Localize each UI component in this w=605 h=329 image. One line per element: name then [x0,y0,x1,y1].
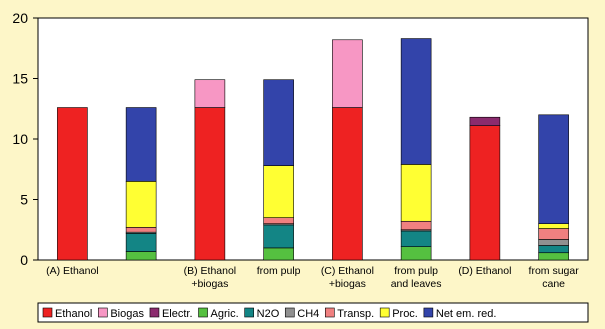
x-category-label: +biogas [329,278,366,290]
bar-segment-net-em-red [263,79,294,166]
bar-segment-ethanol [194,107,226,261]
bar-segment-ethanol [57,107,88,261]
bar-segment-transp [125,227,157,233]
legend: Ethanol Biogas Electr. Agric. N2O CH4 Transp. P… [37,302,589,323]
bar-segment-biogas [194,79,226,108]
legend-label: Ethanol [55,308,92,320]
bar-segment-agric [538,252,569,261]
bar-segment-transp [538,228,569,240]
bar-segment-net-em-red [125,107,157,182]
bar-segment-agric [263,247,294,261]
legend-swatch [423,307,434,318]
x-category-label: from pulp [394,265,438,277]
x-category-label: from pulp [257,265,301,277]
bar-segment-n2o [400,230,432,247]
legend-label: Proc. [392,308,418,320]
legend-swatch [284,307,295,318]
bar-segment-agric [125,251,157,261]
bar-segment-agric [400,246,432,261]
y-tick-label: 5 [20,192,28,208]
bar-segment-net-em-red [538,114,569,225]
legend-label: N2O [257,308,280,320]
bar-segment-electr [469,116,501,126]
bar-segment-ethanol [469,125,501,261]
x-category-label: from sugar [529,265,580,277]
legend-swatch [149,307,160,318]
legend-swatch [42,307,53,318]
bar-segment-proc [538,223,569,229]
x-category-label: (C) Ethanol [321,265,374,277]
legend-label: Net em. red. [436,308,497,320]
legend-swatch [324,307,335,318]
bar-segment-proc [400,164,432,222]
x-category-label: cane [542,278,565,290]
bar-segment-ch4 [538,239,569,246]
bar-segment-n2o [538,245,569,254]
legend-swatch [244,307,254,318]
legend-label: Agric. [211,308,239,320]
bar-segment-transp [263,217,294,224]
bars-group [57,38,569,261]
bar-segment-transp [400,220,432,231]
legend-swatch [98,307,108,318]
bar-segment-net-em-red [400,38,432,165]
legend-label: Electr. [162,308,193,320]
x-category-label: (B) Ethanol [184,265,237,277]
plot-area [37,17,589,261]
y-tick-label: 15 [12,71,28,87]
bar-segment-biogas [332,39,363,108]
x-category-label: (A) Ethanol [46,265,99,277]
y-tick-label: 10 [12,131,28,147]
legend-swatch [198,307,208,318]
x-category-label: (D) Ethanol [458,265,511,277]
legend-swatch [379,307,390,318]
legend-label: Biogas [110,308,144,320]
legend-box [37,302,589,323]
bar-segment-n2o [125,233,157,252]
x-category-label: +biogas [191,278,228,290]
y-axis: 0 5 10 15 20 [12,10,38,268]
bar-segment-proc [125,181,157,228]
bar-segment-n2o [263,224,294,249]
y-tick-label: 0 [20,252,28,268]
y-tick-label: 20 [12,10,28,26]
x-category-label: and leaves [391,278,442,290]
bar-segment-ethanol [332,107,363,261]
bar-segment-proc [263,165,294,218]
legend-label: Transp. [337,308,374,320]
legend-label: CH4 [297,308,319,320]
